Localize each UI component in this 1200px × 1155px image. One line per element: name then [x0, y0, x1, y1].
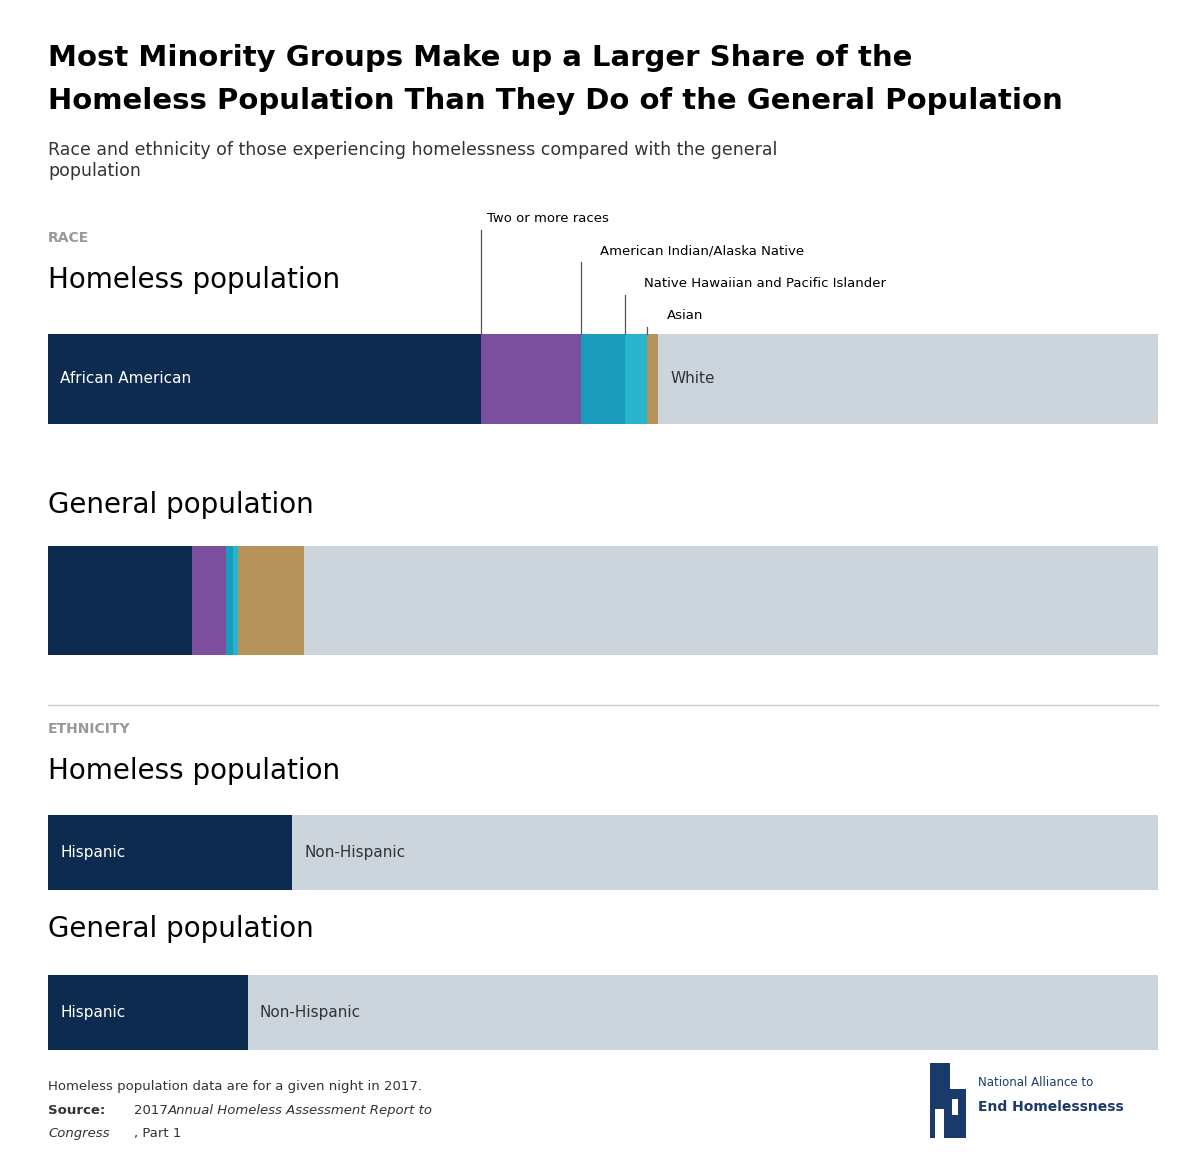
Text: White: White — [671, 372, 715, 386]
Text: African American: African American — [60, 372, 191, 386]
Text: Native Hawaiian and Pacific Islander: Native Hawaiian and Pacific Islander — [644, 277, 887, 290]
Text: General population: General population — [48, 915, 313, 942]
Text: Non-Hispanic: Non-Hispanic — [260, 1006, 361, 1020]
Bar — [192, 545, 226, 656]
Text: Non-Hispanic: Non-Hispanic — [305, 845, 406, 859]
Bar — [625, 334, 647, 424]
Bar — [48, 815, 293, 889]
Text: Two or more races: Two or more races — [487, 213, 608, 225]
Text: Homeless Population Than They Do of the General Population: Homeless Population Than They Do of the … — [48, 87, 1063, 114]
Text: RACE: RACE — [48, 231, 89, 245]
Text: Congress: Congress — [48, 1127, 109, 1140]
Text: Hispanic: Hispanic — [60, 1006, 125, 1020]
Bar — [647, 334, 659, 424]
Text: Asian: Asian — [667, 310, 703, 322]
Bar — [48, 334, 481, 424]
Bar — [659, 334, 1158, 424]
Text: , Part 1: , Part 1 — [134, 1127, 181, 1140]
Text: 2017: 2017 — [134, 1104, 173, 1117]
Bar — [950, 1089, 966, 1138]
Text: ETHNICITY: ETHNICITY — [48, 722, 131, 736]
Text: Homeless population: Homeless population — [48, 266, 340, 293]
Text: Most Minority Groups Make up a Larger Share of the: Most Minority Groups Make up a Larger Sh… — [48, 44, 912, 72]
Text: End Homelessness: End Homelessness — [978, 1100, 1123, 1113]
Text: Hispanic: Hispanic — [60, 845, 125, 859]
Text: Race and ethnicity of those experiencing homelessness compared with the general
: Race and ethnicity of those experiencing… — [48, 141, 778, 180]
Bar — [481, 334, 581, 424]
Bar — [581, 334, 625, 424]
Bar — [233, 545, 238, 656]
Bar — [48, 545, 192, 656]
Bar — [936, 1109, 944, 1138]
Bar — [305, 545, 1158, 656]
Text: Homeless population data are for a given night in 2017.: Homeless population data are for a given… — [48, 1080, 422, 1093]
Text: Annual Homeless Assessment Report to: Annual Homeless Assessment Report to — [168, 1104, 433, 1117]
Text: Homeless population: Homeless population — [48, 757, 340, 784]
Text: Source:: Source: — [48, 1104, 106, 1117]
Bar — [930, 1063, 950, 1138]
Bar — [226, 545, 233, 656]
Bar — [247, 975, 1158, 1051]
Text: American Indian/Alaska Native: American Indian/Alaska Native — [600, 245, 804, 258]
Text: General population: General population — [48, 491, 313, 519]
Bar — [238, 545, 305, 656]
Bar — [293, 815, 1158, 889]
Text: National Alliance to: National Alliance to — [978, 1076, 1093, 1089]
Bar — [952, 1098, 958, 1116]
Bar — [48, 975, 247, 1051]
